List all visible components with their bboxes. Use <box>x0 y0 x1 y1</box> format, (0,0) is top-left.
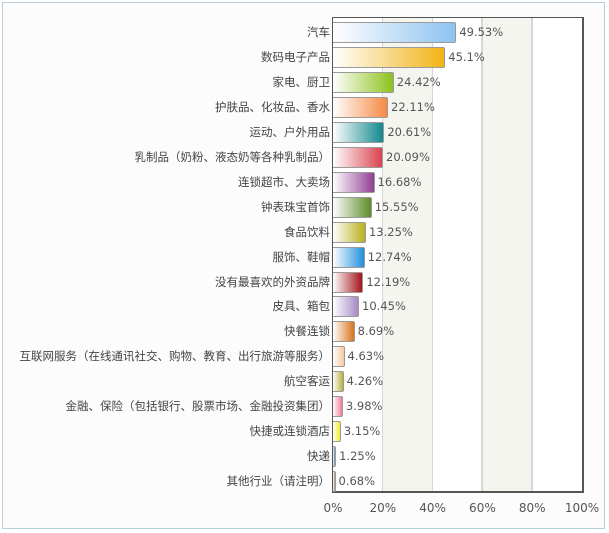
category-label: 快捷或连锁酒店 <box>249 424 331 439</box>
value-label: 15.55% <box>374 199 419 214</box>
bar[interactable] <box>333 271 364 293</box>
grid-line <box>431 18 434 491</box>
bar[interactable] <box>333 371 344 393</box>
grid-line <box>381 18 384 491</box>
x-tick-label: 40% <box>419 501 446 515</box>
value-label: 3.15% <box>343 424 381 439</box>
category-label: 快递 <box>307 449 330 464</box>
value-label: 1.25% <box>339 449 376 464</box>
category-label: 服饰、鞋帽 <box>272 249 331 264</box>
category-label: 皮具、箱包 <box>272 299 331 314</box>
bar[interactable] <box>333 22 457 43</box>
bar[interactable] <box>333 121 385 143</box>
category-label: 没有最喜欢的外资品牌 <box>215 274 330 289</box>
category-label: 运动、户外用品 <box>249 124 331 139</box>
bar[interactable] <box>333 246 365 268</box>
grid-band <box>482 18 533 491</box>
category-label: 食品饮料 <box>284 224 330 239</box>
value-label: 49.53% <box>459 25 504 39</box>
value-label: 3.98% <box>345 399 383 414</box>
category-label: 快餐连锁 <box>284 324 330 339</box>
category-label: 其他行业（请注明） <box>226 474 331 489</box>
bar[interactable] <box>333 96 389 118</box>
category-label: 汽车 <box>307 25 330 39</box>
bar[interactable] <box>333 471 336 493</box>
value-label: 13.25% <box>368 224 413 239</box>
x-tick-label: 0% <box>323 501 343 515</box>
bar[interactable] <box>333 396 343 418</box>
category-label: 金融、保险（包括银行、股票市场、金融投资集团） <box>65 399 331 414</box>
bar[interactable] <box>333 221 366 243</box>
x-tick-label: 80% <box>518 501 546 515</box>
category-label: 乳制品（奶粉、液态奶等各种乳制品） <box>134 149 331 164</box>
grid-line <box>481 18 483 491</box>
bar[interactable] <box>333 321 355 343</box>
category-label: 连锁超市、大卖场 <box>238 174 330 189</box>
bar[interactable] <box>333 171 375 193</box>
x-tick-label: 20% <box>369 501 397 515</box>
value-label: 4.63% <box>347 349 385 364</box>
bar[interactable] <box>333 421 341 443</box>
grid-line <box>531 18 533 491</box>
bar[interactable] <box>333 346 345 368</box>
grid-band <box>433 18 483 491</box>
value-label: 4.26% <box>346 374 384 389</box>
value-label: 22.11% <box>391 99 435 114</box>
category-label: 钟表珠宝首饰 <box>261 199 330 214</box>
x-tick-label: 100% <box>564 501 600 515</box>
value-label: 12.19% <box>366 274 411 289</box>
bar[interactable] <box>333 296 360 318</box>
category-label: 数码电子产品 <box>261 49 330 64</box>
bar[interactable] <box>333 146 384 168</box>
value-label: 0.68% <box>338 474 376 489</box>
category-label: 航空客运 <box>284 374 330 389</box>
grid-band <box>382 18 433 491</box>
category-label: 家电、厨卫 <box>272 74 331 89</box>
value-label: 12.74% <box>367 249 412 264</box>
value-label: 10.45% <box>362 299 406 314</box>
bar[interactable] <box>333 71 394 93</box>
value-label: 20.09% <box>386 149 430 164</box>
value-label: 16.68% <box>377 174 422 189</box>
plot-area: 49.53% 45.1% 24.42% 22.11% 20.61% 20.09% 16.68… <box>332 17 584 493</box>
grid-band <box>532 18 582 491</box>
bar[interactable] <box>333 446 337 468</box>
value-label: 45.1% <box>448 49 485 64</box>
value-label: 24.42% <box>396 74 441 89</box>
value-label: 20.61% <box>387 124 432 139</box>
x-tick-label: 60% <box>469 501 496 515</box>
value-label: 8.69% <box>357 324 395 339</box>
bar[interactable] <box>333 46 446 68</box>
bar[interactable] <box>333 196 372 218</box>
category-label: 互联网服务（在线通讯社交、购物、教育、出行旅游等服务） <box>19 349 331 364</box>
category-label: 护肤品、化妆品、香水 <box>215 99 330 114</box>
